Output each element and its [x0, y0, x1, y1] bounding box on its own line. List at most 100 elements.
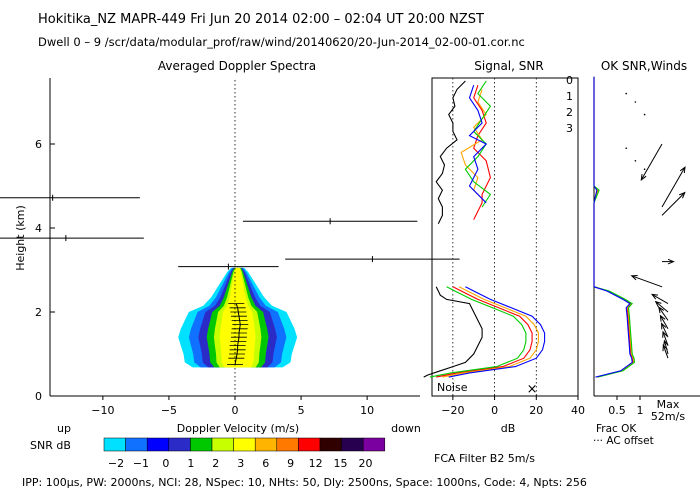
wind-arrowhead-1: [679, 166, 686, 174]
snr-x-tick-label: 0: [491, 404, 498, 417]
frac-ok-line-0: [593, 76, 634, 378]
spectra-y-tick-label: 6: [35, 138, 42, 151]
colorbar-tick-label: −2: [108, 457, 124, 470]
colorbar-tick-label: 1: [187, 457, 194, 470]
colorbar-swatch-10: [319, 437, 342, 452]
ac-offset-label: ··· AC offset: [593, 435, 654, 447]
spectra-x-tick-label: −5: [161, 404, 177, 417]
wind-arrowhead-4: [630, 275, 638, 281]
header-subtitle: Dwell 0 – 9 /scr/data/modular_prof/raw/w…: [38, 35, 525, 49]
filter-label: FCA Filter B2 5m/s: [434, 452, 535, 465]
signal-lower-line: [423, 286, 483, 378]
wind-arrowhead-2: [679, 191, 686, 199]
snr-x-tick-label: −20: [441, 404, 464, 417]
ac-offset-dot: [643, 168, 646, 170]
noise-marker: ×: [527, 382, 538, 397]
colorbar-swatch-5: [211, 437, 234, 452]
colorbar-swatch-9: [298, 437, 321, 452]
colorbar-tick-label: −1: [133, 457, 149, 470]
header-title: Hokitika_NZ MAPR-449 Fri Jun 20 2014 02:…: [38, 12, 484, 27]
wind-arrow-12: [662, 345, 669, 359]
ac-offset-dot: [625, 147, 627, 149]
frac-x-tick-label: 0.5: [608, 404, 626, 417]
wind-arrow-0: [640, 143, 663, 181]
colorbar-tick-label: 12: [309, 457, 323, 470]
colorbar-swatch-12: [362, 437, 386, 452]
colorbar-tick-label: 20: [358, 457, 372, 470]
colorbar-tick-label: 15: [334, 457, 348, 470]
snr-low-series-0: [436, 286, 533, 378]
snr-series-3: [468, 85, 488, 204]
colorbar-swatch-6: [233, 437, 256, 452]
legend-entry-1: 1: [566, 90, 573, 103]
snr-x-tick-label: 20: [529, 404, 543, 417]
spectra-y-label: Height (km): [14, 205, 27, 271]
direction-down-label: down: [391, 422, 421, 435]
colorbar-swatch-11: [341, 437, 364, 452]
wind-arrowhead-9: [661, 322, 667, 330]
wind-arrow-6: [655, 301, 669, 313]
frac-x-tick-label: 1: [637, 404, 644, 417]
legend-entry-0: 0: [566, 74, 573, 87]
wind-arrow-11: [663, 340, 669, 355]
snr-colorbar: SNR dB−2 −1 0 1 2 3 6 9 12 15 20: [30, 437, 386, 470]
snr-low-series-3: [448, 286, 546, 378]
wind-arrow-8: [659, 315, 669, 330]
signal-upper-line: [435, 80, 466, 225]
colorbar-tick-label: 0: [162, 457, 169, 470]
wind-arrow-9: [661, 323, 669, 338]
spectra-x-label: Doppler Velocity (m/s): [177, 422, 299, 435]
ac-offset-dot: [643, 113, 646, 116]
wind-arrowhead-10: [662, 330, 668, 338]
wind-arrowhead-7: [658, 306, 665, 314]
ac-offset-dot: [634, 101, 637, 103]
spectra-y-tick-label: 4: [35, 222, 42, 235]
snr-title: Signal, SNR: [474, 59, 543, 73]
spectra-x-tick-label: 10: [360, 404, 374, 417]
colorbar-swatch-8: [276, 437, 299, 452]
wind-arrow-7: [658, 306, 669, 321]
spectra-x-tick-label: −10: [91, 404, 114, 417]
colorbar-swatch-3: [168, 437, 191, 452]
snr-low-series-1: [442, 286, 539, 378]
colorbar-swatch-4: [190, 437, 213, 452]
legend-entry-3: 3: [566, 122, 573, 135]
snr-series-0: [473, 85, 491, 220]
spectra-y-tick-label: 0: [35, 390, 42, 403]
doppler-spectra-panel: Averaged Doppler Spectra 0 2 4 6 −10 −5 0 5 10 Hei…: [0, 59, 460, 435]
colorbar-tick-label: 2: [212, 457, 219, 470]
max-wind-value: 52m/s: [651, 410, 685, 423]
wind-arrowhead-0: [640, 173, 647, 182]
colorbar-swatch-7: [254, 437, 278, 452]
spectra-x-tick-label: 0: [232, 404, 239, 417]
colorbar-label: SNR dB: [30, 439, 71, 452]
colorbar-swatch-0: [103, 437, 126, 452]
ac-offset-dot: [634, 160, 637, 162]
snr-contour-5: [219, 267, 256, 368]
frac-ok-line-3: [593, 76, 633, 378]
colorbar-swatch-2: [146, 437, 170, 452]
noise-label: Noise: [437, 381, 468, 394]
winds-title: OK SNR,Winds: [601, 59, 687, 73]
wind-arrowhead-5: [650, 293, 659, 300]
spectra-title: Averaged Doppler Spectra: [158, 59, 316, 73]
wind-arrowhead-12: [662, 343, 668, 352]
snr-x-tick-label: 40: [571, 404, 585, 417]
legend-entry-2: 2: [566, 106, 573, 119]
direction-up-label: up: [57, 422, 71, 435]
frac-x-label: Frac OK: [596, 423, 637, 435]
wind-arrow-1: [661, 166, 686, 208]
spectra-x-tick-label: 5: [298, 404, 305, 417]
colorbar-tick-label: 6: [262, 457, 269, 470]
wind-arrow-5: [651, 293, 669, 305]
snr-frame: [431, 77, 579, 397]
wind-arrowhead-11: [663, 339, 669, 347]
wind-arrowhead-3: [667, 258, 675, 265]
colorbar-tick-label: 9: [287, 457, 294, 470]
colorbar-swatch-1: [125, 437, 148, 452]
max-label: Max: [657, 398, 680, 411]
wind-arrowhead-6: [654, 300, 662, 308]
wind-arrow-10: [662, 331, 669, 346]
